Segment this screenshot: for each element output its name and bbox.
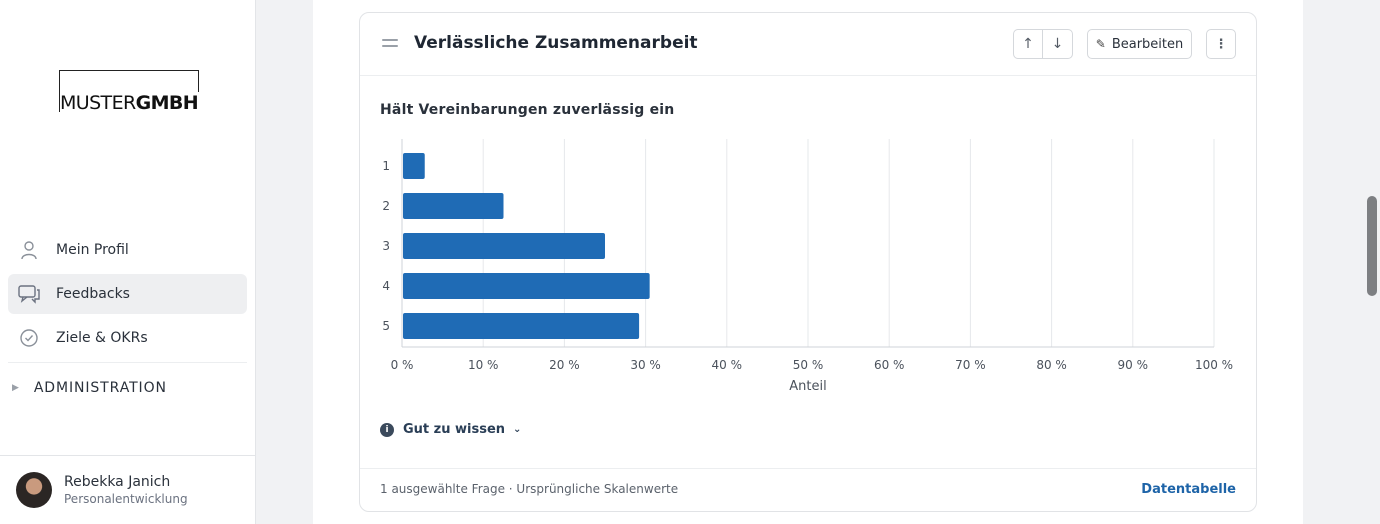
hint-label: Gut zu wissen <box>403 422 506 437</box>
edit-icon: ✎ <box>1095 37 1106 51</box>
x-tick-label: 40 % <box>712 358 743 372</box>
x-tick-label: 30 % <box>630 358 661 372</box>
more-vertical-icon: ⋮ <box>1214 36 1228 52</box>
sidebar: MUSTERGMBH Mein Profil Feedbacks Ziele &… <box>0 0 256 524</box>
edit-button[interactable]: ✎ Bearbeiten <box>1087 29 1192 59</box>
y-tick-label: 5 <box>382 319 390 333</box>
nav-divider <box>8 362 247 363</box>
nav-item-ziele-okrs[interactable]: Ziele & OKRs <box>8 318 247 358</box>
y-tick-label: 1 <box>382 159 390 173</box>
more-options-button[interactable]: ⋮ <box>1206 29 1236 59</box>
bar <box>403 313 640 339</box>
gut-zu-wissen-toggle[interactable]: i Gut zu wissen ⌄ <box>380 422 521 437</box>
nav-item-label: Ziele & OKRs <box>56 330 148 346</box>
reorder-button-group: ↑ ↓ <box>1013 29 1073 59</box>
x-tick-label: 0 % <box>391 358 414 372</box>
x-tick-label: 10 % <box>468 358 499 372</box>
y-tick-label: 3 <box>382 239 390 253</box>
x-tick-label: 60 % <box>874 358 905 372</box>
user-profile[interactable]: Rebekka Janich Personalentwicklung <box>0 455 255 524</box>
card-header: Verlässliche Zusammenarbeit ↑ ↓ ✎ Bearbe… <box>360 13 1256 76</box>
y-tick-label: 4 <box>382 279 390 293</box>
bar <box>403 193 504 219</box>
person-icon <box>18 239 40 261</box>
check-circle-icon <box>18 327 40 349</box>
caret-right-icon: ▶ <box>12 383 20 393</box>
x-tick-label: 70 % <box>955 358 986 372</box>
x-tick-label: 80 % <box>1036 358 1067 372</box>
y-tick-label: 2 <box>382 199 390 213</box>
arrow-down-icon: ↓ <box>1051 36 1064 52</box>
user-role: Personalentwicklung <box>64 492 188 506</box>
company-logo[interactable]: MUSTERGMBH <box>59 70 202 114</box>
bar <box>403 233 605 259</box>
chevron-down-icon: ⌄ <box>513 424 522 435</box>
admin-label: ADMINISTRATION <box>33 380 167 396</box>
card-title: Verlässliche Zusammenarbeit <box>414 33 698 53</box>
card-footer: 1 ausgewählte Frage · Ursprüngliche Skal… <box>360 468 1256 512</box>
question-text: Hält Vereinbarungen zuverlässig ein <box>380 102 675 118</box>
nav-item-label: Feedbacks <box>56 286 130 302</box>
logo-text-part1: MUSTER <box>60 92 136 114</box>
question-card: Verlässliche Zusammenarbeit ↑ ↓ ✎ Bearbe… <box>359 12 1257 512</box>
x-tick-label: 50 % <box>793 358 824 372</box>
footer-info: 1 ausgewählte Frage · Ursprüngliche Skal… <box>380 482 679 496</box>
avatar <box>16 472 52 508</box>
move-down-button[interactable]: ↓ <box>1043 30 1072 58</box>
bar <box>403 273 650 299</box>
x-tick-label: 90 % <box>1118 358 1149 372</box>
drag-handle-icon[interactable] <box>382 39 398 47</box>
main-nav: Mein Profil Feedbacks Ziele & OKRs <box>8 230 247 363</box>
nav-item-feedbacks[interactable]: Feedbacks <box>8 274 247 314</box>
logo-text-part2: GMBH <box>135 92 199 114</box>
user-name: Rebekka Janich <box>64 474 171 490</box>
scrollbar-thumb[interactable] <box>1367 196 1377 296</box>
data-table-link[interactable]: Datentabelle <box>1141 482 1236 497</box>
x-tick-label: 20 % <box>549 358 580 372</box>
bar <box>403 153 425 179</box>
move-up-button[interactable]: ↑ <box>1014 30 1043 58</box>
arrow-up-icon: ↑ <box>1022 36 1034 52</box>
bar-chart: 0 % 10 % 20 % 30 % 40 % 50 % 60 % 70 % 80 % 90 % 1… <box>382 139 1233 394</box>
x-axis-label: Anteil <box>789 379 826 394</box>
nav-item-mein-profil[interactable]: Mein Profil <box>8 230 247 270</box>
admin-section-toggle[interactable]: ▶ ADMINISTRATION <box>12 380 167 396</box>
nav-item-label: Mein Profil <box>56 242 129 258</box>
x-tick-label: 100 % <box>1195 358 1233 372</box>
chat-icon <box>18 283 40 305</box>
edit-button-label: Bearbeiten <box>1111 36 1184 52</box>
info-icon: i <box>380 422 394 437</box>
